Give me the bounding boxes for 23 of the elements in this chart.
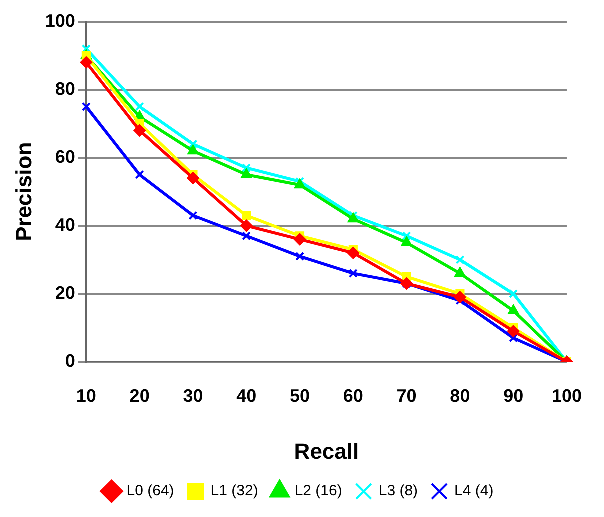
legend-label: L1 (32) (210, 482, 258, 500)
legend-label: L0 (64) (126, 482, 174, 500)
x-tick-label: 50 (290, 386, 310, 406)
x-tick-label: 90 (504, 386, 524, 406)
x-tick-label: 60 (343, 386, 364, 406)
y-tick-label: 60 (55, 146, 76, 167)
legend-label: L2 (16) (294, 482, 342, 500)
x-tick-label: 100 (552, 386, 582, 406)
x-tick-label: 10 (76, 386, 96, 406)
legend-label: L3 (8) (378, 482, 418, 500)
legend-label: L4 (4) (454, 482, 494, 500)
y-tick-label: 20 (55, 282, 76, 303)
y-axis-title: Precision (11, 142, 36, 242)
x-tick-label: 40 (236, 386, 257, 406)
x-tick-label: 30 (183, 386, 204, 406)
x-axis-title: Recall (294, 438, 360, 464)
y-tick-label: 0 (65, 350, 76, 371)
x-tick-label: 20 (130, 386, 150, 406)
x-tick-label: 70 (396, 386, 417, 406)
y-tick-label: 100 (45, 10, 76, 31)
x-tick-label: 80 (450, 386, 470, 406)
y-tick-label: 80 (55, 78, 76, 99)
y-tick-label: 40 (55, 214, 76, 235)
